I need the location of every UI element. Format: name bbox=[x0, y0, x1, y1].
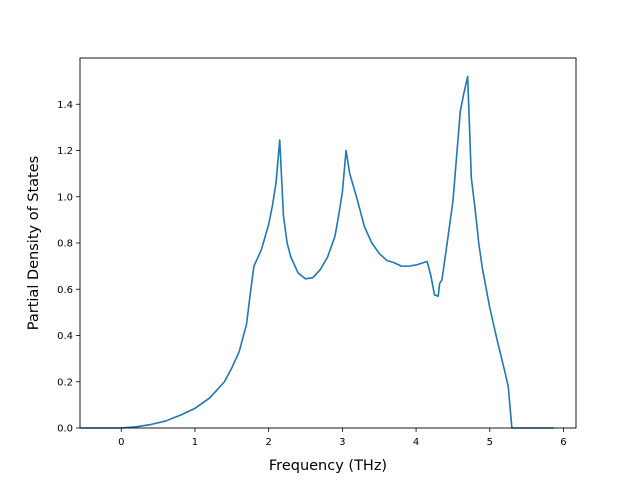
y-tick-label: 1.2 bbox=[57, 146, 73, 157]
x-tick-label: 2 bbox=[265, 437, 271, 448]
series-line bbox=[80, 75, 554, 429]
y-axis-label: Partial Density of States bbox=[26, 156, 42, 330]
y-axis-ticks: 0.0 0.2 0.4 0.6 0.8 1.0 1.2 1.4 bbox=[57, 100, 80, 435]
x-axis-label: Frequency (THz) bbox=[269, 458, 387, 474]
x-axis-ticks: 0 1 2 3 4 5 6 bbox=[118, 428, 567, 448]
y-tick-label: 0.6 bbox=[57, 285, 73, 296]
x-tick-label: 3 bbox=[339, 437, 345, 448]
y-tick-label: 1.4 bbox=[57, 100, 73, 111]
x-tick-label: 6 bbox=[560, 437, 566, 448]
y-tick-label: 1.0 bbox=[57, 192, 73, 203]
x-tick-label: 4 bbox=[413, 437, 419, 448]
x-tick-label: 1 bbox=[192, 437, 198, 448]
y-tick-label: 0.4 bbox=[57, 331, 73, 342]
x-tick-label: 5 bbox=[487, 437, 493, 448]
plot-frame bbox=[79, 57, 577, 429]
y-tick-label: 0.2 bbox=[57, 377, 73, 388]
x-tick-label: 0 bbox=[118, 437, 124, 448]
y-tick-label: 0.0 bbox=[57, 424, 73, 435]
y-tick-label: 0.8 bbox=[57, 239, 73, 250]
plot-background bbox=[80, 58, 576, 428]
